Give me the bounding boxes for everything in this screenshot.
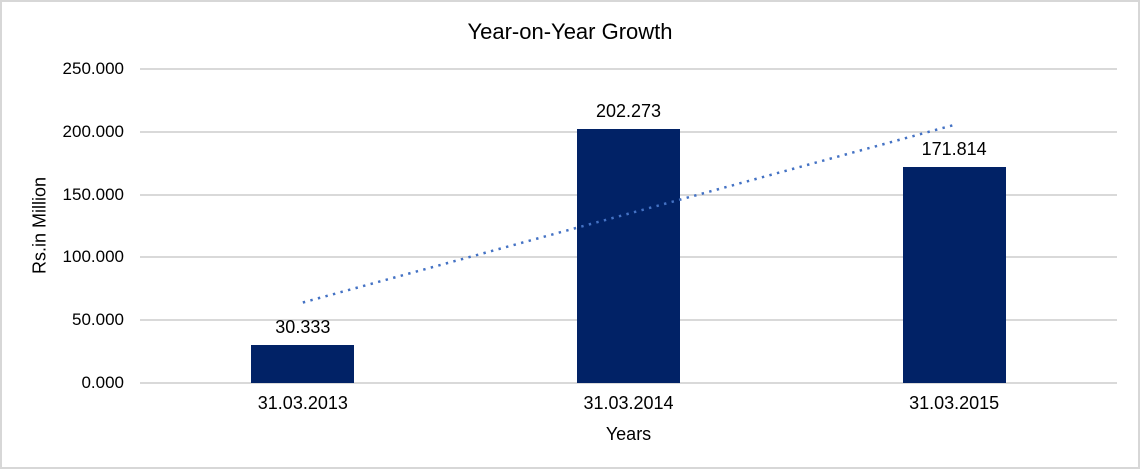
y-axis-tick-labels: 0.000 50.000 100.000 150.000 200.000 250.000 bbox=[2, 2, 124, 467]
chart-title: Year-on-Year Growth bbox=[467, 19, 673, 44]
plot-area: 30.333 202.273 171.814 bbox=[140, 68, 1117, 384]
y-tick-label: 200.000 bbox=[62, 121, 124, 141]
y-tick-label: 0.000 bbox=[81, 373, 124, 392]
bar-data-label: 171.814 bbox=[921, 139, 987, 160]
y-tick-label: 150.000 bbox=[62, 184, 124, 204]
y-tick-label: 100.000 bbox=[62, 247, 124, 267]
y-tick-label: 250.000 bbox=[62, 59, 124, 78]
bar-data-label: 202.273 bbox=[595, 100, 662, 121]
bar-data-label: 30.333 bbox=[275, 316, 331, 337]
x-axis-title: Years bbox=[605, 424, 652, 444]
gridline bbox=[140, 68, 1117, 70]
x-tick-label: 31.03.2014 bbox=[583, 393, 674, 413]
bar-31.03.2014 bbox=[577, 128, 680, 383]
bar-31.03.2013 bbox=[251, 344, 355, 383]
x-axis-tick-labels: 31.03.2013 31.03.2014 31.03.2015 bbox=[140, 393, 1117, 415]
x-tick-label: 31.03.2013 bbox=[257, 393, 348, 413]
x-tick-label: 31.03.2015 bbox=[909, 393, 1000, 413]
y-tick-label: 50.000 bbox=[72, 310, 124, 330]
x-axis-line bbox=[140, 382, 1117, 384]
bar-31.03.2015 bbox=[902, 167, 1006, 383]
